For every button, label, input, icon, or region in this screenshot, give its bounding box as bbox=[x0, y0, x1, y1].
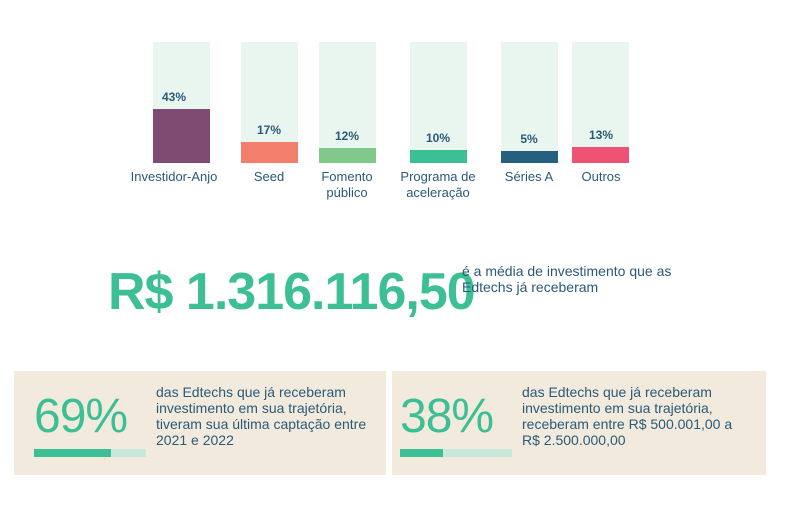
bar-track-programa-de-aceleracao bbox=[410, 42, 467, 163]
category-label-series-a: Séries A bbox=[504, 169, 554, 184]
stat-card-percent: 38% bbox=[400, 390, 494, 443]
bar-track-fomento-publico bbox=[319, 42, 376, 163]
bar-value-label-series-a: 5% bbox=[520, 132, 538, 146]
stat-card-2021-2022: 69% das Edtechs que já receberam investi… bbox=[14, 371, 386, 475]
stat-card-investment-range: 38% das Edtechs que já receberam investi… bbox=[392, 371, 766, 475]
category-label-outros: Outros bbox=[581, 169, 621, 184]
bar-programa-de-aceleracao bbox=[410, 150, 467, 163]
bar-chart: 43% 17% 12% 10% 5% 13% bbox=[153, 42, 629, 163]
category-label-seed: Seed bbox=[253, 169, 285, 184]
stat-card-text: das Edtechs que já receberam investiment… bbox=[156, 384, 367, 448]
bar-seed bbox=[241, 142, 298, 163]
bar-value-label-outros: 13% bbox=[589, 128, 613, 142]
bar-investidor-anjo bbox=[153, 109, 210, 163]
bar-track-series-a bbox=[501, 42, 558, 163]
bar-fomento-publico bbox=[319, 148, 376, 163]
stat-card-progress-fill bbox=[400, 449, 443, 457]
stat-card-progress-bar bbox=[400, 449, 512, 457]
stat-card-progress-bar bbox=[34, 449, 146, 457]
bar-outros bbox=[572, 147, 629, 163]
bar-series-a bbox=[501, 151, 558, 163]
bar-track-outros bbox=[572, 42, 629, 163]
average-investment-value: R$ 1.316.116,50 bbox=[108, 263, 476, 321]
stat-card-progress-fill bbox=[34, 449, 112, 457]
average-investment-description: é a média de investimento que as Edtechs… bbox=[462, 263, 672, 295]
bar-value-label-programa-de-aceleracao: 10% bbox=[426, 131, 450, 145]
category-label-investidor-anjo: Investidor-Anjo bbox=[130, 169, 218, 184]
bar-value-label-fomento-publico: 12% bbox=[335, 129, 359, 143]
stat-card-text: das Edtechs que já receberam investiment… bbox=[522, 384, 733, 448]
category-label-fomento-publico: Fomento público bbox=[321, 169, 373, 200]
stat-card-percent: 69% bbox=[34, 390, 128, 443]
bar-value-label-investidor-anjo: 43% bbox=[162, 90, 186, 104]
category-label-programa-de-aceleracao: Programa de aceleração bbox=[400, 169, 476, 200]
bar-value-label-seed: 17% bbox=[257, 123, 281, 137]
